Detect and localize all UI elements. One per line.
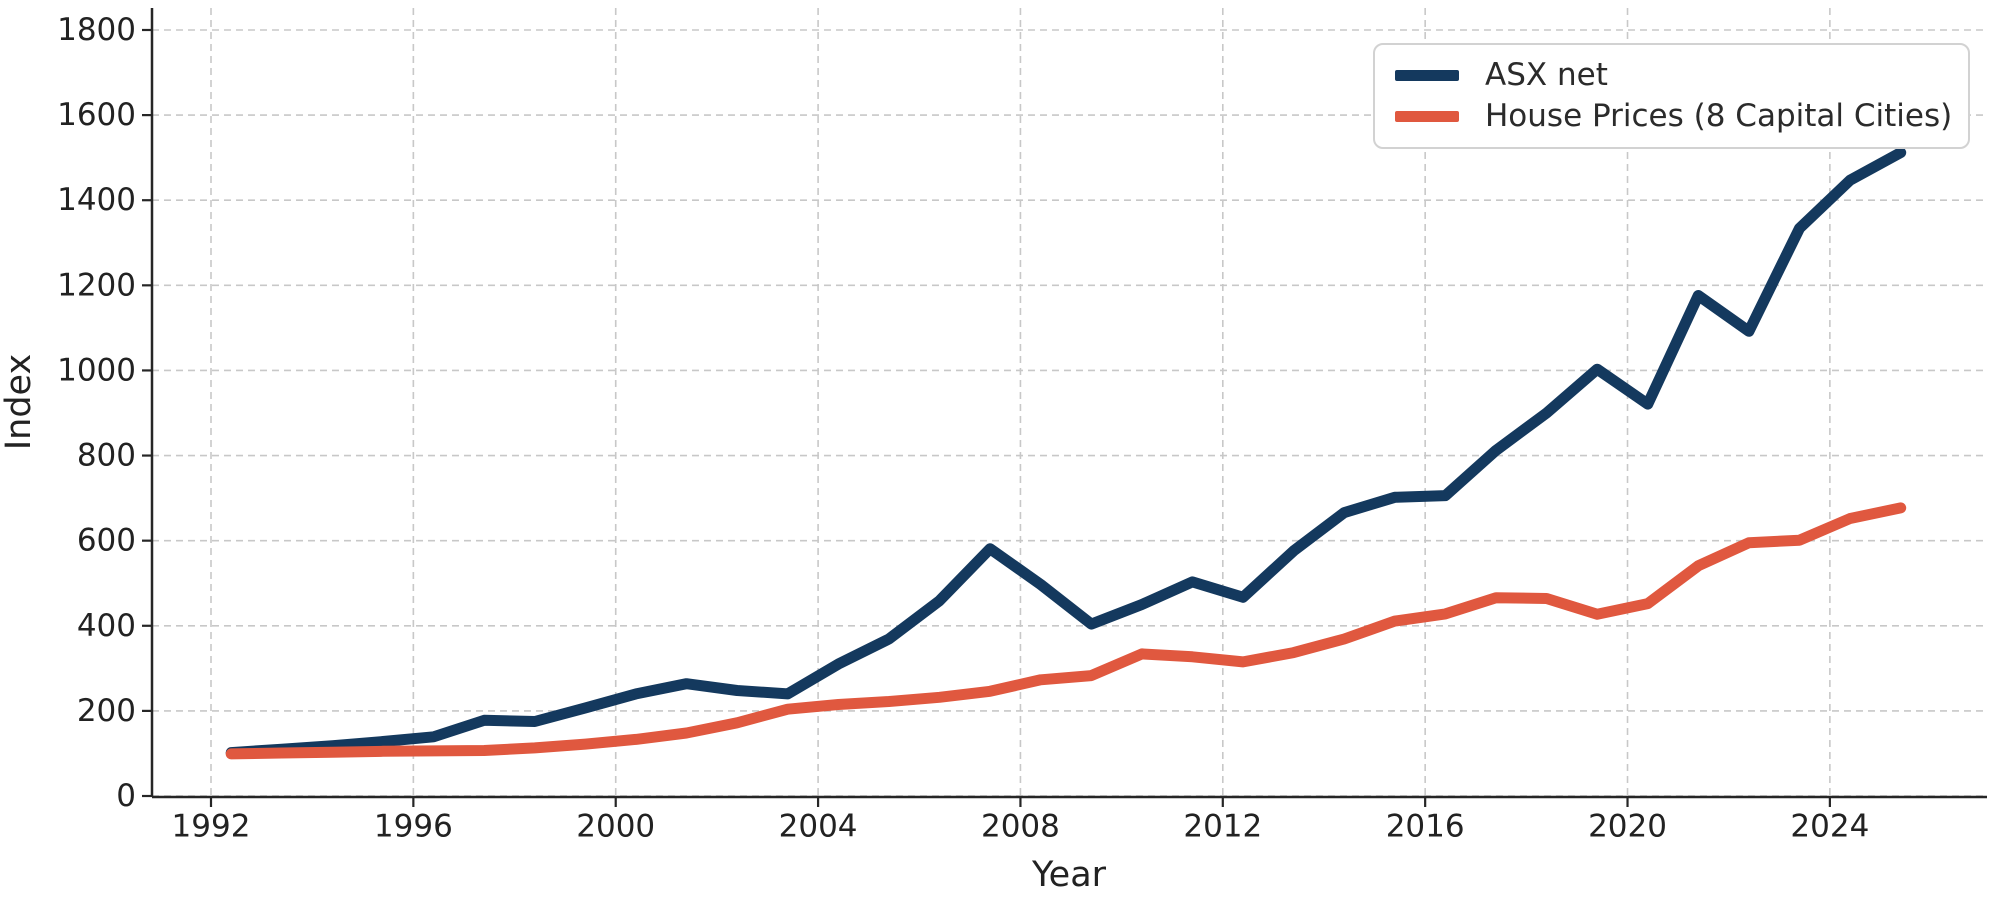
y-tick-label-1000: 1000 xyxy=(57,352,136,388)
x-tick-label-1992: 1992 xyxy=(172,808,251,844)
gridlines xyxy=(152,8,1987,797)
x-tick-label-1996: 1996 xyxy=(374,808,453,844)
legend-line-swatch-house-prices xyxy=(1395,111,1459,122)
legend-item-asx-net: ASX net xyxy=(1395,60,1958,91)
x-axis-label: Year xyxy=(1031,855,1107,895)
y-axis-label: Index xyxy=(0,354,39,450)
y-tick-label-1600: 1600 xyxy=(57,97,136,133)
y-tick-label-200: 200 xyxy=(77,693,136,729)
y-tick-label-0: 0 xyxy=(116,778,136,814)
x-tick-label-2020: 2020 xyxy=(1588,808,1667,844)
y-tick-label-600: 600 xyxy=(77,523,136,559)
series-line-house-prices-8-capital-cities xyxy=(225,502,1907,760)
series-lines xyxy=(225,147,1907,760)
x-tick-label-2008: 2008 xyxy=(981,808,1060,844)
legend: ASX net House Prices (8 Capital Cities) xyxy=(1373,43,1970,149)
legend-label-asx-net: ASX net xyxy=(1485,57,1608,93)
y-tick-label-400: 400 xyxy=(77,608,136,644)
x-tick-label-2016: 2016 xyxy=(1386,808,1465,844)
axes: 1992 1996 2000 2004 2008 2012 2016 2020 2024 0 200… xyxy=(57,8,1987,844)
x-tick-label-2000: 2000 xyxy=(576,808,655,844)
y-tick-label-1200: 1200 xyxy=(57,267,136,303)
y-tick-label-800: 800 xyxy=(77,438,136,474)
series-line-asx-net xyxy=(225,147,1907,759)
x-tick-label-2004: 2004 xyxy=(779,808,858,844)
y-tick-label-1400: 1400 xyxy=(57,182,136,218)
y-tick-label-1800: 1800 xyxy=(57,12,136,48)
x-tick-label-2024: 2024 xyxy=(1790,808,1869,844)
legend-label-house-prices: House Prices (8 Capital Cities) xyxy=(1485,98,1953,134)
legend-item-house-prices: House Prices (8 Capital Cities) xyxy=(1395,101,1958,132)
legend-line-swatch-asx-net xyxy=(1395,70,1459,81)
x-tick-label-2012: 2012 xyxy=(1183,808,1262,844)
